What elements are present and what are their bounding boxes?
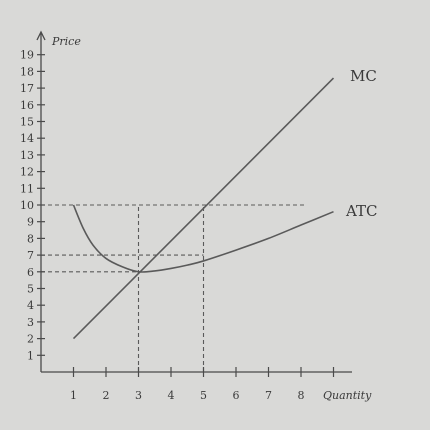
series-label-mc: MC (350, 67, 377, 85)
y-tick-label: 14 (20, 132, 34, 145)
y-tick-label: 16 (20, 99, 34, 112)
x-tick-label: 7 (265, 389, 272, 402)
y-tick-label: 8 (27, 232, 34, 245)
series-line-mc (72, 77, 335, 340)
y-tick-label: 2 (27, 333, 34, 346)
y-tick-label: 3 (27, 316, 34, 329)
x-tick-label: 8 (298, 389, 305, 402)
y-tick-label: 13 (20, 149, 34, 162)
x-tick-label: 6 (233, 389, 240, 402)
x-tick-label: 4 (168, 389, 175, 402)
y-tick-label: 15 (20, 116, 34, 129)
y-tick-label: 4 (27, 299, 34, 312)
x-tick-label: 2 (103, 389, 110, 402)
y-tick-label: 5 (27, 283, 34, 296)
curves (72, 77, 335, 340)
y-tick-label: 17 (20, 82, 34, 95)
axes (36, 30, 352, 373)
series-line-atc (72, 204, 334, 273)
y-tick-label: 10 (20, 199, 34, 212)
y-tick-label: 18 (20, 65, 34, 78)
y-axis-arrow (36, 30, 46, 41)
y-tick-label: 7 (27, 249, 34, 262)
y-tick-label: 9 (27, 216, 34, 229)
reference-lines (41, 204, 305, 372)
y-tick-label: 12 (20, 166, 34, 179)
y-tick-label: 11 (20, 182, 34, 195)
y-tick-label: 1 (27, 349, 34, 362)
y-tick-label: 6 (27, 266, 34, 279)
x-tick-label: 5 (200, 389, 207, 402)
x-axis-title: Quantity (323, 389, 372, 402)
series-label-atc: ATC (345, 202, 378, 220)
y-axis-title: Price (51, 35, 81, 48)
x-tick-label: 3 (135, 389, 142, 402)
x-tick-label: 1 (70, 389, 77, 402)
y-tick-label: 19 (20, 49, 34, 62)
